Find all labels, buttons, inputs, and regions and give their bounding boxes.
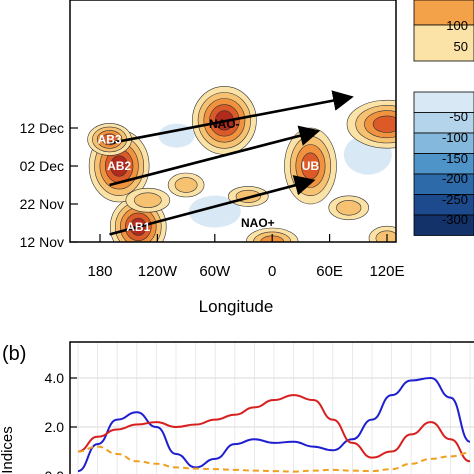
x-tick-label: 180 [87,263,112,280]
propagation-arrow [109,125,321,187]
x-tick-label: 120E [369,263,404,280]
panel-a-x-label: Longitude [199,297,274,316]
panel-b-indices: (b) 4.0 2.0 0.0 Indices [0,341,474,474]
positive-anomaly-contour [174,177,198,193]
feature-label: AB1 [126,220,150,234]
positive-anomaly-contour [110,155,129,177]
panel-a-frame [69,0,397,243]
y-tick-label: 4.0 [45,370,65,386]
index-series-line [77,445,471,473]
panel-b-label: (b) [2,343,26,365]
colorbar-label: -300 [442,212,468,227]
panel-b-grid [70,342,474,474]
index-series-line [77,376,471,473]
colorbar-label: 100 [446,18,468,33]
propagation-arrow [109,90,354,145]
x-tick-label: 120W [138,263,178,280]
colorbar: 100 50 -50 -100 -150 -200 -250 -300 [413,0,474,236]
panel-a-x-axis: 180 120W 60W 0 60E 120E [87,234,405,280]
x-tick-label: 60E [316,263,343,280]
panel-b-y-label: Indices [0,426,16,474]
colorbar-label: -200 [442,171,468,186]
colorbar-label: -50 [449,109,468,124]
feature-label: AB3 [98,132,122,146]
x-tick-label: 0 [268,263,276,280]
feature-label: NAO+ [241,216,275,230]
panel-b-series [77,376,471,473]
panel-a-y-axis: 12 Dec 02 Dec 22 Nov 12 Nov [20,120,78,250]
x-tick-label: 60W [199,263,231,280]
colorbar-label: -150 [442,151,468,166]
propagation-arrow [109,175,316,236]
propagation-arrows [109,90,354,236]
positive-anomaly-contour [375,230,396,242]
panel-b-frame [69,341,474,474]
y-tick-label: 12 Nov [20,234,64,250]
feature-labels: AB3 NAO- AB2 UB AB1 NAO+ [98,117,320,234]
y-tick-label: 12 Dec [20,120,64,136]
colorbar-bin [413,24,474,62]
colorbar-label: 50 [454,39,468,54]
y-tick-label: 02 Dec [20,158,64,174]
positive-anomaly-contour [372,115,396,133]
panel-b-y-axis: 4.0 2.0 0.0 [45,370,77,474]
feature-label: AB2 [107,159,131,173]
index-series-line [77,394,471,463]
colorbar-label: -100 [442,130,468,145]
colorbar-label: -250 [442,192,468,207]
positive-anomaly-contour [336,200,362,216]
colorbar-bin [413,214,474,236]
contour-field [87,86,396,242]
positive-anomaly-contour [134,192,162,208]
y-tick-label: 22 Nov [20,196,64,212]
y-tick-label: 0.0 [45,468,65,474]
feature-label: NAO- [209,117,240,131]
feature-label: UB [302,159,320,173]
y-tick-label: 2.0 [45,419,65,435]
